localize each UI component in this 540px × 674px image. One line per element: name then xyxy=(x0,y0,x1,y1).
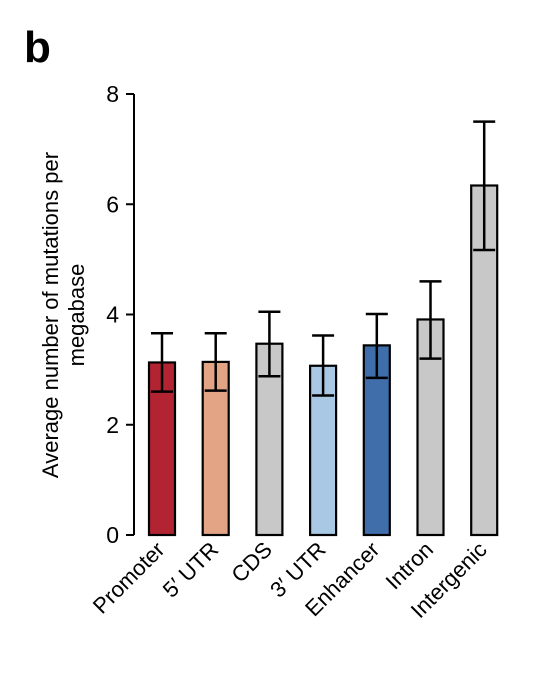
y-tick-label-0: 0 xyxy=(106,522,119,548)
y-axis-title: Average number of mutations per megabase xyxy=(38,152,89,478)
y-tick-label-1: 2 xyxy=(106,412,119,438)
panel-letter: b xyxy=(24,23,51,72)
y-tick-label-3: 6 xyxy=(106,191,119,217)
y-axis-title-line-1: Average number of mutations per xyxy=(38,152,63,478)
x-tick-label-0: Promoter xyxy=(88,537,170,619)
y-tick-label-4: 8 xyxy=(106,81,119,107)
x-tick-label-1: 5′ UTR xyxy=(158,537,224,603)
y-tick-label-2: 4 xyxy=(106,302,119,328)
y-axis-title-line-2: megabase xyxy=(64,264,89,367)
